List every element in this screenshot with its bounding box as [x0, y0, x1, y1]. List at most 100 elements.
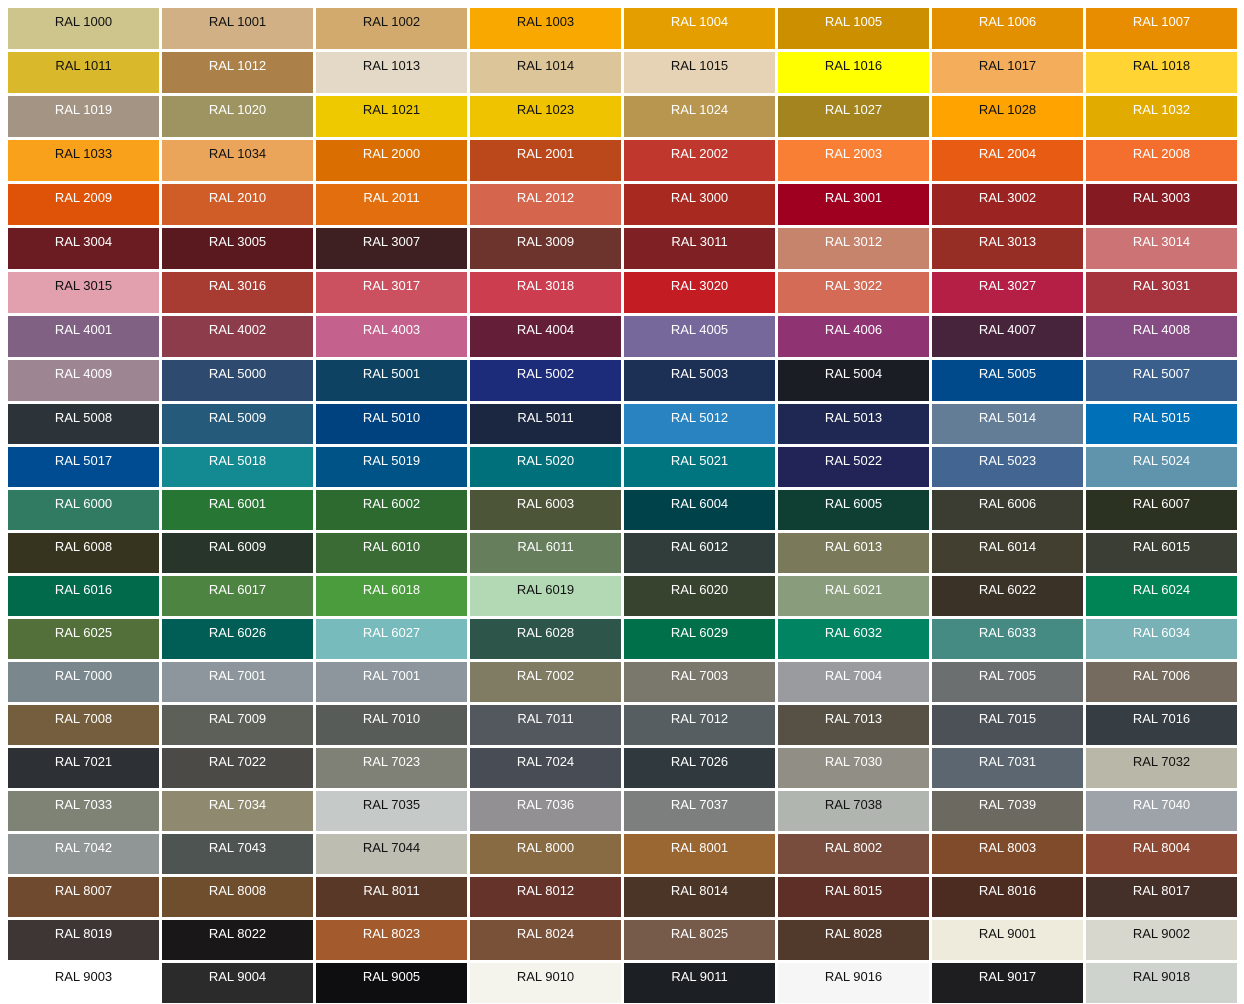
- color-swatch: RAL 5019: [316, 447, 467, 487]
- color-swatch: RAL 7005: [932, 662, 1083, 702]
- color-swatch: RAL 7039: [932, 791, 1083, 831]
- color-swatch: RAL 1016: [778, 52, 929, 93]
- color-swatch: RAL 3016: [162, 272, 313, 313]
- color-swatch: RAL 3018: [470, 272, 621, 313]
- color-swatch: RAL 6034: [1086, 619, 1237, 659]
- color-swatch: RAL 3027: [932, 272, 1083, 313]
- color-swatch: RAL 6011: [470, 533, 621, 573]
- color-swatch: RAL 7033: [8, 791, 159, 831]
- color-swatch: RAL 3031: [1086, 272, 1237, 313]
- color-swatch: RAL 4007: [932, 316, 1083, 357]
- color-swatch: RAL 1021: [316, 96, 467, 137]
- color-swatch: RAL 7034: [162, 791, 313, 831]
- color-swatch: RAL 8023: [316, 920, 467, 960]
- color-swatch: RAL 6033: [932, 619, 1083, 659]
- color-swatch: RAL 7015: [932, 705, 1083, 745]
- color-swatch: RAL 3000: [624, 184, 775, 225]
- color-swatch: RAL 8003: [932, 834, 1083, 874]
- color-swatch: RAL 3001: [778, 184, 929, 225]
- color-swatch: RAL 1012: [162, 52, 313, 93]
- color-swatch: RAL 5005: [932, 360, 1083, 401]
- color-swatch: RAL 3007: [316, 228, 467, 269]
- color-swatch: RAL 1002: [316, 8, 467, 49]
- color-swatch: RAL 3022: [778, 272, 929, 313]
- color-swatch: RAL 7038: [778, 791, 929, 831]
- color-swatch: RAL 4009: [8, 360, 159, 401]
- color-swatch: RAL 5012: [624, 404, 775, 444]
- color-swatch: RAL 4003: [316, 316, 467, 357]
- color-swatch: RAL 7001: [162, 662, 313, 702]
- color-swatch: RAL 6002: [316, 490, 467, 530]
- color-swatch: RAL 9010: [470, 963, 621, 1003]
- color-swatch: RAL 2004: [932, 140, 1083, 181]
- color-swatch: RAL 3012: [778, 228, 929, 269]
- color-swatch: RAL 8022: [162, 920, 313, 960]
- color-swatch: RAL 5001: [316, 360, 467, 401]
- color-swatch: RAL 7011: [470, 705, 621, 745]
- color-swatch: RAL 6001: [162, 490, 313, 530]
- color-swatch: RAL 5018: [162, 447, 313, 487]
- color-swatch: RAL 4004: [470, 316, 621, 357]
- color-swatch: RAL 7024: [470, 748, 621, 788]
- color-swatch: RAL 8000: [470, 834, 621, 874]
- color-swatch: RAL 7000: [8, 662, 159, 702]
- color-swatch: RAL 3015: [8, 272, 159, 313]
- color-swatch: RAL 7001: [316, 662, 467, 702]
- color-swatch: RAL 1024: [624, 96, 775, 137]
- color-swatch: RAL 6032: [778, 619, 929, 659]
- color-swatch: RAL 8019: [8, 920, 159, 960]
- color-swatch: RAL 6026: [162, 619, 313, 659]
- color-swatch: RAL 1004: [624, 8, 775, 49]
- color-swatch: RAL 2008: [1086, 140, 1237, 181]
- color-swatch: RAL 3020: [624, 272, 775, 313]
- color-swatch: RAL 9011: [624, 963, 775, 1003]
- color-swatch: RAL 1034: [162, 140, 313, 181]
- color-swatch: RAL 1015: [624, 52, 775, 93]
- color-swatch: RAL 9017: [932, 963, 1083, 1003]
- color-swatch: RAL 1003: [470, 8, 621, 49]
- color-swatch: RAL 5011: [470, 404, 621, 444]
- color-swatch: RAL 3009: [470, 228, 621, 269]
- color-swatch: RAL 8011: [316, 877, 467, 917]
- color-swatch: RAL 2000: [316, 140, 467, 181]
- color-swatch: RAL 7030: [778, 748, 929, 788]
- color-swatch: RAL 7010: [316, 705, 467, 745]
- color-swatch: RAL 6024: [1086, 576, 1237, 616]
- color-swatch: RAL 8028: [778, 920, 929, 960]
- color-swatch: RAL 1011: [8, 52, 159, 93]
- color-swatch: RAL 6027: [316, 619, 467, 659]
- color-swatch: RAL 7035: [316, 791, 467, 831]
- color-swatch: RAL 1032: [1086, 96, 1237, 137]
- color-swatch: RAL 3005: [162, 228, 313, 269]
- color-swatch: RAL 6005: [778, 490, 929, 530]
- color-swatch: RAL 5013: [778, 404, 929, 444]
- color-swatch: RAL 1028: [932, 96, 1083, 137]
- color-swatch: RAL 7042: [8, 834, 159, 874]
- color-swatch: RAL 7026: [624, 748, 775, 788]
- color-swatch: RAL 2001: [470, 140, 621, 181]
- color-swatch: RAL 6008: [8, 533, 159, 573]
- color-swatch: RAL 7009: [162, 705, 313, 745]
- color-swatch: RAL 2002: [624, 140, 775, 181]
- color-swatch: RAL 6009: [162, 533, 313, 573]
- color-swatch: RAL 8001: [624, 834, 775, 874]
- color-swatch: RAL 3017: [316, 272, 467, 313]
- color-swatch: RAL 9004: [162, 963, 313, 1003]
- color-swatch: RAL 8015: [778, 877, 929, 917]
- color-swatch: RAL 9018: [1086, 963, 1237, 1003]
- color-swatch: RAL 5008: [8, 404, 159, 444]
- color-swatch: RAL 3003: [1086, 184, 1237, 225]
- color-swatch: RAL 7044: [316, 834, 467, 874]
- color-swatch: RAL 5015: [1086, 404, 1237, 444]
- color-swatch: RAL 2012: [470, 184, 621, 225]
- color-swatch: RAL 5021: [624, 447, 775, 487]
- color-swatch: RAL 9002: [1086, 920, 1237, 960]
- color-swatch: RAL 8008: [162, 877, 313, 917]
- color-swatch: RAL 1005: [778, 8, 929, 49]
- color-swatch: RAL 5017: [8, 447, 159, 487]
- color-swatch: RAL 4001: [8, 316, 159, 357]
- color-swatch: RAL 8017: [1086, 877, 1237, 917]
- color-swatch: RAL 7032: [1086, 748, 1237, 788]
- color-swatch: RAL 7013: [778, 705, 929, 745]
